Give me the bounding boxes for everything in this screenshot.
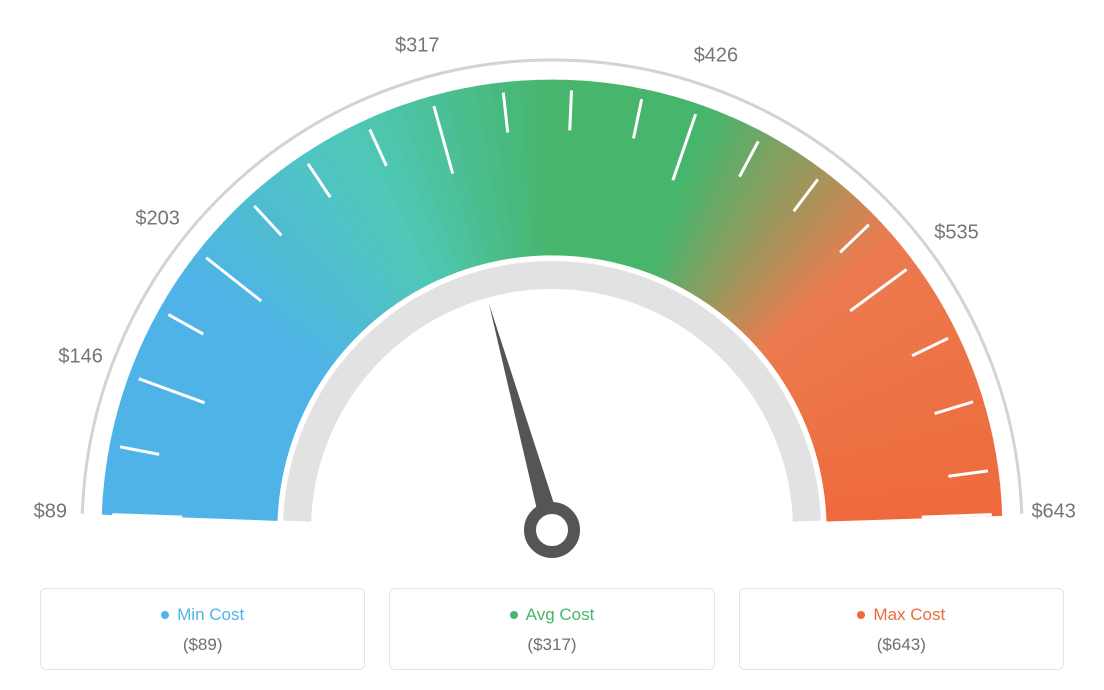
legend-card-min: Min Cost ($89) bbox=[40, 588, 365, 670]
gauge-svg bbox=[0, 0, 1104, 560]
legend-card-avg: Avg Cost ($317) bbox=[389, 588, 714, 670]
gauge-needle-hub bbox=[530, 508, 574, 552]
legend-value-max: ($643) bbox=[752, 635, 1051, 655]
gauge-tick-label: $426 bbox=[694, 44, 739, 67]
gauge-tick-label: $643 bbox=[1031, 501, 1076, 524]
legend-label-avg: Avg Cost bbox=[510, 605, 595, 625]
legend-label-avg-text: Avg Cost bbox=[526, 605, 595, 625]
legend-card-max: Max Cost ($643) bbox=[739, 588, 1064, 670]
legend-value-avg: ($317) bbox=[402, 635, 701, 655]
legend-dot-min bbox=[161, 611, 169, 619]
legend-dot-max bbox=[857, 611, 865, 619]
gauge-tick-label: $535 bbox=[934, 221, 979, 244]
legend-value-min: ($89) bbox=[53, 635, 352, 655]
legend-label-max: Max Cost bbox=[857, 605, 945, 625]
gauge-tick-label: $89 bbox=[34, 501, 67, 524]
gauge-tick-label: $203 bbox=[135, 208, 180, 231]
gauge-tick-label: $317 bbox=[395, 35, 440, 58]
legend-label-max-text: Max Cost bbox=[873, 605, 945, 625]
gauge-chart: $89 $146 $203 $317 $426 $535 $643 bbox=[0, 0, 1104, 560]
legend-label-min-text: Min Cost bbox=[177, 605, 244, 625]
gauge-needle bbox=[489, 304, 562, 533]
legend-dot-avg bbox=[510, 611, 518, 619]
legend-label-min: Min Cost bbox=[161, 605, 244, 625]
gauge-tick-label: $146 bbox=[58, 346, 103, 369]
gauge-color-band bbox=[102, 80, 1001, 521]
legend-row: Min Cost ($89) Avg Cost ($317) Max Cost … bbox=[40, 588, 1064, 670]
